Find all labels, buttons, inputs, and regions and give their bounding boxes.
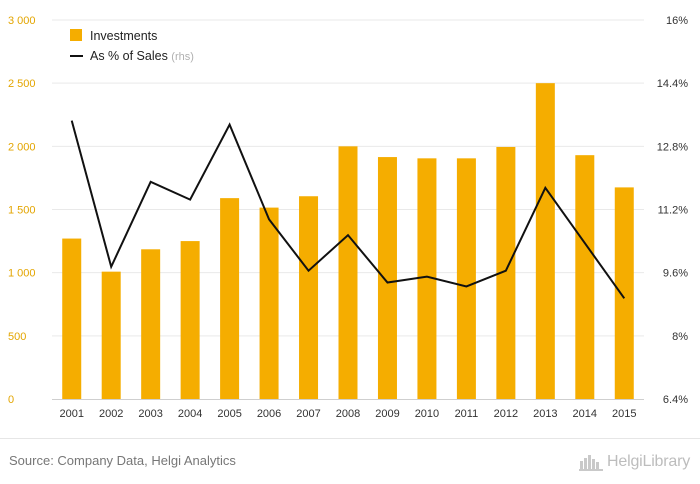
- bar-2004: [181, 241, 200, 399]
- chart-footer: Source: Company Data, Helgi Analytics He…: [0, 438, 700, 484]
- x-tick-label: 2008: [336, 408, 360, 420]
- x-tick-label: 2010: [415, 408, 439, 420]
- legend-label-as-pct-of-sales: As % of Sales (rhs): [90, 49, 194, 63]
- legend-label-investments: Investments: [90, 29, 157, 43]
- x-tick-label: 2015: [612, 408, 636, 420]
- bar-2007: [299, 196, 318, 399]
- y-right-tick-label: 12.8%: [657, 141, 688, 153]
- x-tick-label: 2012: [494, 408, 518, 420]
- bar-2013: [536, 83, 555, 399]
- bar-2006: [260, 208, 279, 399]
- x-tick-label: 2007: [296, 408, 320, 420]
- bar-2014: [575, 155, 594, 399]
- y-left-tick-label: 0: [8, 394, 14, 406]
- y-left-tick-label: 500: [8, 331, 26, 343]
- bar-2002: [102, 272, 121, 399]
- y-right-tick-label: 8%: [672, 331, 688, 343]
- bar-2005: [220, 198, 239, 399]
- y-left-tick-label: 2 000: [8, 141, 36, 153]
- x-tick-label: 2002: [99, 408, 123, 420]
- x-tick-label: 2011: [455, 408, 479, 420]
- source-text: Source: Company Data, Helgi Analytics: [9, 453, 236, 468]
- legend-swatch-investments: [70, 29, 82, 41]
- y-left-tick-label: 2 500: [8, 78, 36, 90]
- bar-2011: [457, 158, 476, 399]
- chart-legend: Investments As % of Sales (rhs): [70, 29, 194, 63]
- legend-rhs-suffix: (rhs): [171, 51, 194, 63]
- city-skyline-icon: [579, 453, 603, 471]
- x-tick-label: 2005: [217, 408, 241, 420]
- x-tick-label: 2006: [257, 408, 281, 420]
- y-right-tick-label: 16%: [666, 15, 688, 27]
- bar-2015: [615, 187, 634, 399]
- brand-logo: HelgiLibrary: [579, 451, 690, 473]
- x-tick-label: 2003: [138, 408, 162, 420]
- bar-2008: [339, 146, 358, 399]
- y-right-tick-label: 9.6%: [663, 268, 688, 280]
- bar-2009: [378, 157, 397, 399]
- y-right-tick-label: 6.4%: [663, 394, 688, 406]
- y-left-tick-label: 1 000: [8, 268, 36, 280]
- x-tick-label: 2009: [375, 408, 399, 420]
- bar-2001: [62, 239, 81, 399]
- brand-name: HelgiLibrary: [607, 453, 690, 471]
- x-tick-label: 2001: [59, 408, 83, 420]
- investments-chart: 2001 2002 2003 2004 2005 2006 2007 2008 2009 2010…: [0, 0, 700, 430]
- y-right-tick-label: 11.2%: [658, 205, 689, 217]
- bars-layer: [62, 83, 634, 399]
- y-left-tick-label: 1 500: [8, 205, 36, 217]
- y-right-tick-label: 14.4%: [657, 78, 688, 90]
- x-tick-label: 2014: [573, 408, 597, 420]
- x-tick-label: 2004: [178, 408, 202, 420]
- x-tick-label: 2013: [533, 408, 557, 420]
- bar-2003: [141, 249, 160, 399]
- y-left-tick-label: 3 000: [8, 15, 36, 27]
